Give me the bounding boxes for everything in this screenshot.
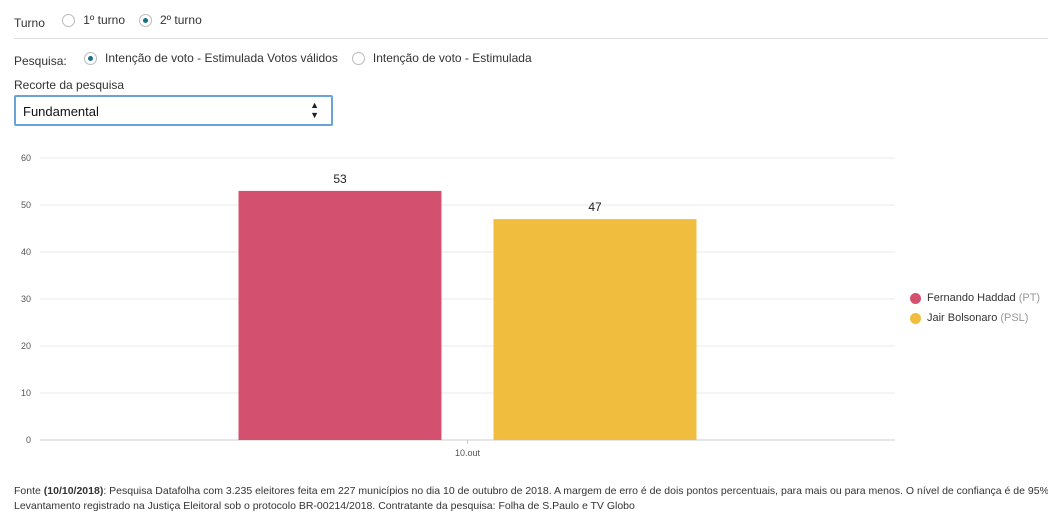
legend-party: (PT) bbox=[1018, 292, 1041, 304]
radio-circle bbox=[139, 13, 152, 27]
legend-party: (PSL) bbox=[1000, 312, 1029, 324]
select-value: Fundamental bbox=[23, 104, 99, 119]
y-tick-label: 50 bbox=[21, 200, 31, 210]
separator bbox=[14, 38, 1048, 39]
y-tick-label: 40 bbox=[21, 247, 31, 257]
radio-circle bbox=[62, 13, 76, 27]
legend-item[interactable]: Fernando Haddad (PT) bbox=[910, 292, 1040, 304]
bar bbox=[493, 219, 697, 440]
footer-line-1: Fonte (10/10/2018): Pesquisa Datafolha c… bbox=[14, 485, 1048, 497]
radio-label: Intenção de voto - Estimulada Votos váli… bbox=[105, 51, 338, 65]
legend-swatch bbox=[910, 292, 921, 304]
x-tick-label: 10.out bbox=[455, 448, 481, 458]
legend-item[interactable]: Jair Bolsonaro (PSL) bbox=[910, 312, 1028, 324]
recorte-label: Recorte da pesquisa bbox=[14, 78, 125, 92]
pesquisa-label: Pesquisa: bbox=[14, 53, 67, 68]
radio-option[interactable]: 1º turno bbox=[62, 13, 125, 27]
radio-option[interactable]: Intenção de voto - Estimulada Votos váli… bbox=[84, 51, 338, 65]
y-tick-label: 60 bbox=[21, 153, 31, 163]
radio-label: 1º turno bbox=[83, 13, 125, 27]
chart: 0 10 20 30 40 50 60 10.out 53 47 bbox=[21, 153, 895, 458]
y-tick-label: 30 bbox=[21, 294, 31, 304]
radio-circle bbox=[84, 51, 98, 65]
y-tick-label: 10 bbox=[21, 388, 31, 398]
radio-option[interactable]: 2º turno bbox=[139, 13, 202, 27]
recorte-select[interactable]: Fundamental ▲ ▼ bbox=[14, 95, 333, 126]
select-arrows: ▲ ▼ bbox=[310, 100, 319, 120]
pesquisa-row: Pesquisa: Intenção de voto - Estimulada … bbox=[14, 51, 546, 68]
source-text: : Pesquisa Datafolha com 3.235 eleitores… bbox=[103, 485, 1048, 497]
source-date: (10/10/2018) bbox=[43, 485, 104, 497]
legend-swatch bbox=[910, 312, 921, 324]
data-label: 53 bbox=[333, 172, 347, 186]
radio-label: 2º turno bbox=[160, 13, 202, 27]
turno-row: Turno 1º turno 2º turno bbox=[14, 13, 216, 30]
y-tick-label: 20 bbox=[21, 341, 31, 351]
source-label: Fonte bbox=[14, 485, 41, 497]
y-tick-label: 0 bbox=[26, 435, 31, 445]
radio-label: Intenção de voto - Estimulada bbox=[372, 51, 532, 65]
bar bbox=[238, 190, 442, 440]
data-label: 47 bbox=[588, 200, 602, 214]
radio-option[interactable]: Intenção de voto - Estimulada bbox=[351, 51, 532, 65]
footer-line-2: Levantamento registrado na Justiça Eleit… bbox=[14, 500, 635, 512]
radio-circle bbox=[351, 51, 365, 65]
legend-name: Fernando Haddad bbox=[927, 292, 1016, 304]
legend-name: Jair Bolsonaro bbox=[927, 312, 998, 324]
turno-label: Turno bbox=[14, 15, 45, 30]
